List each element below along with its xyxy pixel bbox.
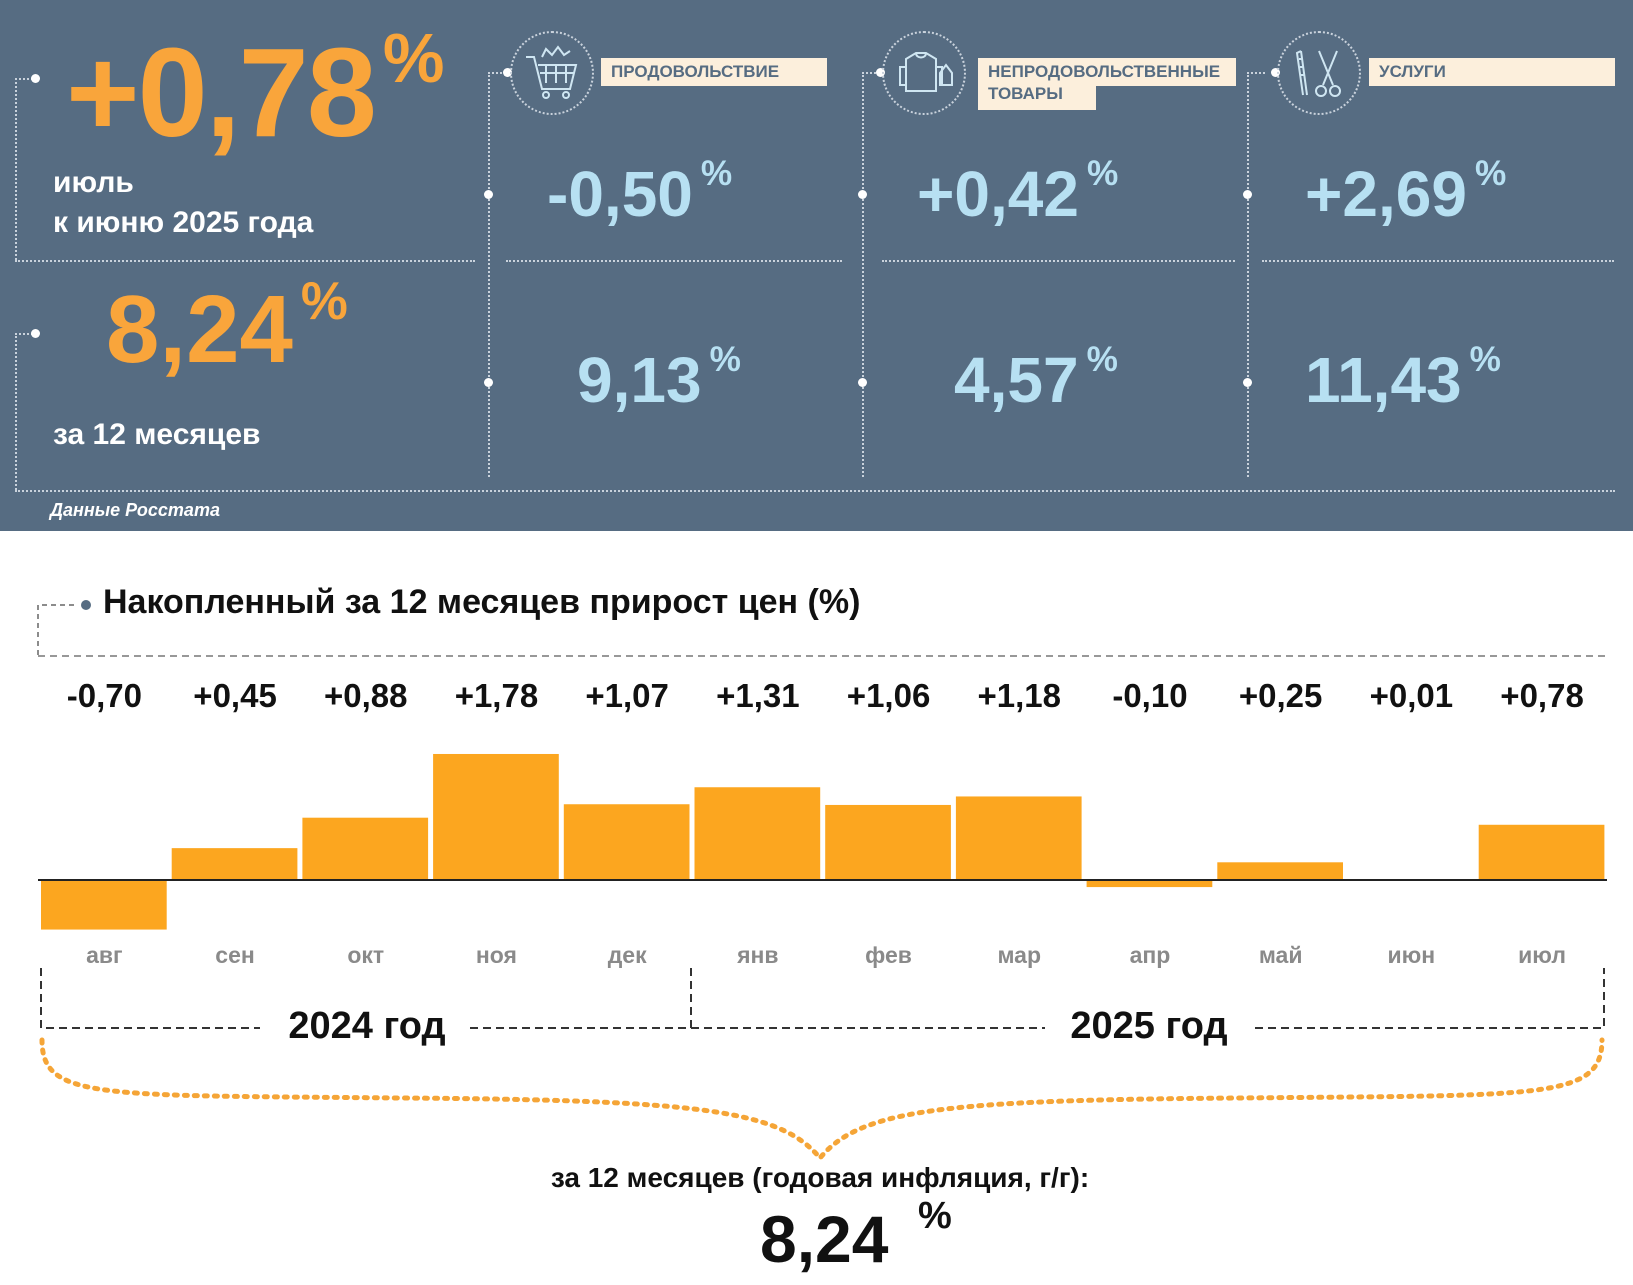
value-label: +0,88 <box>324 677 408 714</box>
clothing-icon <box>882 31 966 115</box>
divider <box>15 490 1615 492</box>
divider <box>862 72 880 74</box>
marker-dot <box>31 74 40 83</box>
chart-title: Накопленный за 12 месяцев прирост цен (%… <box>103 583 860 621</box>
bar-июл <box>1478 824 1605 880</box>
nonfood-monthly-value: +0,42% <box>917 154 1119 230</box>
bar-дек <box>563 804 690 880</box>
annual-label: за 12 месяцев <box>53 418 261 451</box>
month-label: июл <box>1518 942 1566 968</box>
marker-dot <box>858 190 867 199</box>
divider <box>1247 72 1249 477</box>
bar-мар <box>955 796 1082 880</box>
value-label: +0,45 <box>193 677 277 714</box>
divider <box>488 72 506 74</box>
year-label-2024: 2024 год <box>288 1005 445 1047</box>
divider <box>15 333 17 490</box>
value-label: -0,70 <box>67 677 142 714</box>
shopping-cart-icon <box>510 31 594 115</box>
category-label-nonfood: НЕПРОДОВОЛЬСТВЕННЫЕ <box>978 58 1236 86</box>
marker-dot <box>484 190 493 199</box>
summary-unit: % <box>918 1195 952 1237</box>
marker-dot <box>484 378 493 387</box>
source-note: Данные Росстата <box>50 500 220 520</box>
annual-inflation-value: 8,24% <box>106 272 348 383</box>
month-label: дек <box>608 942 647 968</box>
month-label: янв <box>736 942 778 968</box>
month-label: окт <box>347 942 384 968</box>
value-label: +1,06 <box>847 677 931 714</box>
bar-сен <box>171 848 298 880</box>
bar-апр <box>1086 880 1213 888</box>
month-label: сен <box>215 942 254 968</box>
bar-авг <box>41 880 167 930</box>
divider <box>15 333 33 335</box>
month-label: май <box>1259 942 1303 968</box>
monthly-label: июль к июню 2025 года <box>53 166 314 239</box>
nonfood-annual-value: 4,57% <box>954 340 1118 416</box>
bar-янв <box>694 787 821 880</box>
month-label: апр <box>1130 942 1171 968</box>
divider <box>1262 260 1614 262</box>
divider <box>862 72 864 477</box>
value-label: +0,25 <box>1239 677 1323 714</box>
month-label: июн <box>1388 942 1436 968</box>
value-label: +1,78 <box>455 677 539 714</box>
category-label-nonfood-line2: ТОВАРЫ <box>978 84 1096 110</box>
divider <box>15 260 475 262</box>
divider <box>1247 72 1265 74</box>
category-label-services: УСЛУГИ <box>1369 58 1615 86</box>
marker-dot <box>1271 68 1280 77</box>
summary-value: 8,24 <box>760 1202 889 1276</box>
value-label: +1,18 <box>978 677 1062 714</box>
month-label: мар <box>997 942 1041 968</box>
divider <box>506 260 842 262</box>
bar-май <box>1217 862 1343 880</box>
marker-dot <box>1243 378 1252 387</box>
category-label-food: ПРОДОВОЛЬСТВИЕ <box>601 58 827 86</box>
divider <box>15 78 17 260</box>
marker-dot <box>876 68 885 77</box>
bar-ноя <box>433 753 559 880</box>
value-label: +1,31 <box>716 677 800 714</box>
value-label: +0,01 <box>1370 677 1454 714</box>
divider <box>882 260 1235 262</box>
year-brackets <box>40 968 1605 1029</box>
marker-dot <box>1243 190 1252 199</box>
month-label: ноя <box>476 942 517 968</box>
title-dot <box>81 600 91 610</box>
month-label: фев <box>865 942 912 968</box>
food-monthly-value: -0,50% <box>547 154 733 230</box>
year-brace <box>39 1037 1605 1162</box>
bar-окт <box>302 817 429 880</box>
summary-panel: +0,78% июль к июню 2025 года 8,24% за 12 … <box>0 0 1633 531</box>
scissors-comb-icon <box>1277 31 1361 115</box>
food-annual-value: 9,13% <box>577 340 741 416</box>
month-label: авг <box>86 942 123 968</box>
divider <box>15 78 33 80</box>
divider <box>488 72 490 477</box>
services-monthly-value: +2,69% <box>1305 154 1507 230</box>
services-annual-value: 11,43% <box>1305 340 1501 416</box>
summary-label: за 12 месяцев (годовая инфляция, г/г): <box>551 1162 1089 1193</box>
marker-dot <box>31 329 40 338</box>
title-connector <box>37 604 78 655</box>
year-label-2025: 2025 год <box>1070 1005 1227 1047</box>
value-label: +1,07 <box>585 677 669 714</box>
marker-dot <box>858 378 867 387</box>
value-label: -0,10 <box>1112 677 1187 714</box>
value-label: +0,78 <box>1500 677 1584 714</box>
bar-фев <box>825 804 951 880</box>
monthly-inflation-value: +0,78% <box>66 19 444 163</box>
marker-dot <box>503 68 512 77</box>
